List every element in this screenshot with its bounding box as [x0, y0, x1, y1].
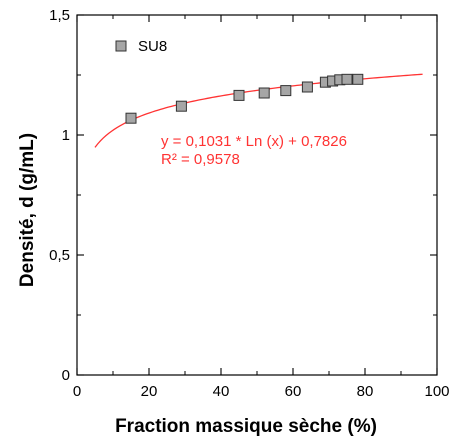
y-tick-label: 0,5 — [49, 247, 70, 264]
axis-ticks — [76, 14, 438, 376]
x-tick-label: 40 — [213, 383, 230, 400]
x-tick-label: 20 — [141, 383, 158, 400]
data-point — [280, 85, 292, 97]
data-point — [125, 112, 137, 124]
x-tick-label: 0 — [73, 383, 81, 400]
data-point — [233, 89, 245, 101]
data-point — [301, 81, 313, 93]
data-point — [341, 73, 353, 85]
y-tick-label: 1 — [62, 127, 70, 144]
trendline-r-squared: R² = 0,9578 — [161, 151, 240, 168]
legend-marker-su8 — [115, 40, 127, 52]
y-axis-label: Densité, d (g/mL) — [17, 133, 38, 287]
plot-frame — [76, 14, 438, 376]
x-tick-label: 100 — [424, 383, 449, 400]
trendline-equation: y = 0,1031 * Ln (x) + 0,7826 — [161, 133, 347, 150]
y-tick-label: 1,5 — [49, 7, 70, 24]
legend: SU8 — [115, 38, 167, 55]
legend-label-su8: SU8 — [138, 38, 167, 55]
x-tick-label: 80 — [357, 383, 374, 400]
y-tick-label: 0 — [62, 367, 70, 384]
x-axis-label: Fraction massique sèche (%) — [115, 416, 377, 437]
x-tick-label: 60 — [285, 383, 302, 400]
tick-labels: 0 20 40 60 80 100 0 0,5 1 1,5 — [49, 7, 449, 400]
data-point — [175, 100, 187, 112]
data-points — [125, 73, 364, 124]
data-point — [258, 87, 270, 99]
data-point — [352, 73, 364, 85]
